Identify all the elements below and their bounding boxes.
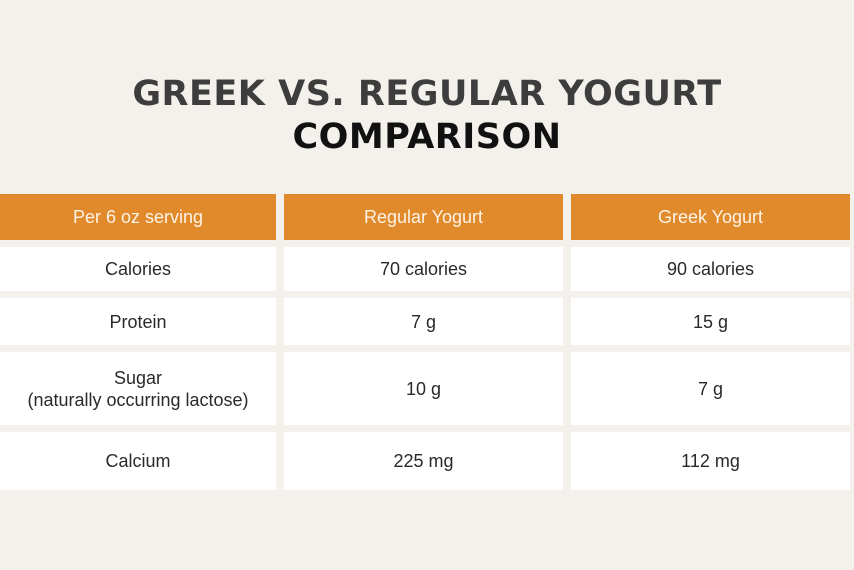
regular-sugar-value: 10 g xyxy=(284,352,563,425)
greek-calcium-value: 112 mg xyxy=(571,432,850,490)
regular-calcium-value: 225 mg xyxy=(284,432,563,490)
row-label-calories: Calories xyxy=(0,247,276,291)
page-title: GREEK VS. REGULAR YOGURT xyxy=(132,74,722,114)
row-label-sugar: Sugar xyxy=(113,367,163,388)
header-cell-greek: Greek Yogurt xyxy=(571,194,850,240)
row-label-sugar-cell: Sugar (naturally occurring lactose) xyxy=(0,352,276,425)
row-sublabel-sugar: (naturally occurring lactose) xyxy=(27,389,249,410)
regular-protein-value: 7 g xyxy=(284,298,563,345)
header-cell-regular: Regular Yogurt xyxy=(284,194,563,240)
greek-calories-value: 90 calories xyxy=(571,247,850,291)
row-label-calcium: Calcium xyxy=(0,432,276,490)
page-subtitle: COMPARISON xyxy=(292,117,562,157)
greek-sugar-value: 7 g xyxy=(571,352,850,425)
row-label-protein: Protein xyxy=(0,298,276,345)
greek-protein-value: 15 g xyxy=(571,298,850,345)
header-cell-serving: Per 6 oz serving xyxy=(0,194,276,240)
regular-calories-value: 70 calories xyxy=(284,247,563,291)
